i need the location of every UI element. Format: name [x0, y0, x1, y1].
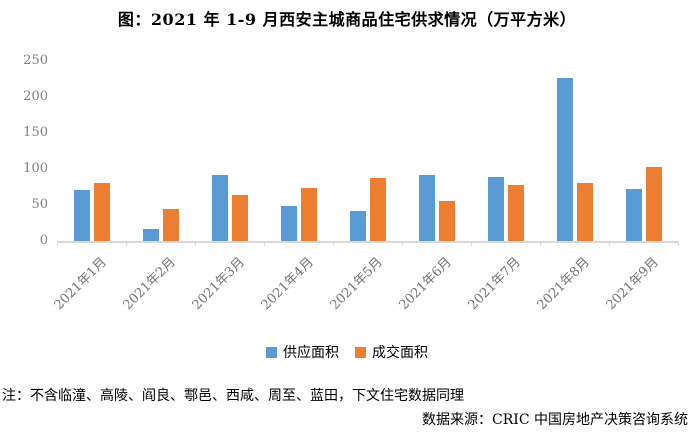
bar-deal-month-6	[438, 200, 455, 241]
bar-deal-month-1	[93, 183, 110, 241]
bar-supply-month-5	[349, 211, 366, 241]
plot-area	[57, 61, 678, 243]
x-label-month-3: 2021年3月	[189, 254, 248, 314]
bar-supply-month-9	[625, 189, 642, 241]
chart-title: 图：2021 年 1-9 月西安主城商品住宅供求情况（万平方米）	[117, 10, 577, 29]
x-axis-tick	[470, 242, 472, 246]
x-axis-tick	[263, 242, 265, 246]
x-axis-tick	[332, 242, 334, 246]
x-label-month-1: 2021年1月	[51, 254, 110, 314]
bar-deal-month-7	[507, 184, 524, 241]
legend-swatch-icon	[355, 346, 366, 358]
legend-swatch-icon	[266, 346, 277, 358]
x-axis-tick	[56, 242, 58, 246]
bar-deal-month-8	[576, 182, 593, 241]
y-tick-label-250: 250	[23, 53, 48, 68]
data-source: 数据来源：CRIC 中国房地产决策咨询系统	[422, 412, 688, 428]
bar-supply-month-8	[556, 78, 573, 241]
y-tick-label-200: 200	[23, 89, 48, 104]
bar-supply-month-7	[487, 176, 504, 241]
x-axis-tick	[194, 242, 196, 246]
x-label-month-4: 2021年4月	[258, 254, 317, 314]
x-axis-tick	[677, 242, 679, 246]
legend-item-deal: 成交面积	[355, 342, 428, 362]
y-tick-label-0: 0	[39, 233, 48, 248]
legend-label: 供应面积	[283, 345, 339, 361]
y-tick-label-150: 150	[23, 125, 48, 140]
footnote: 注：不含临潼、高陵、阎良、鄠邑、西咸、周至、蓝田，下文住宅数据同理	[2, 388, 464, 404]
bar-supply-month-1	[73, 189, 90, 241]
bar-supply-month-4	[280, 205, 297, 241]
bar-supply-month-6	[418, 174, 435, 241]
x-axis-tick	[125, 242, 127, 246]
bar-deal-month-5	[369, 178, 386, 241]
x-label-month-9: 2021年9月	[603, 254, 662, 314]
x-axis-tick	[539, 242, 541, 246]
x-label-month-8: 2021年8月	[534, 254, 593, 314]
legend: 供应面积 成交面积	[0, 342, 694, 362]
bar-supply-month-2	[142, 229, 159, 241]
bar-deal-month-3	[231, 194, 248, 241]
bar-chart: 0 50 100 150 200 250 2021年1月 2021年2月 2021年3月 202…	[23, 53, 679, 314]
x-label-month-2: 2021年2月	[120, 254, 179, 314]
legend-label: 成交面积	[372, 345, 428, 361]
x-label-month-5: 2021年5月	[327, 254, 386, 314]
x-axis-tick	[608, 242, 610, 246]
x-label-month-6: 2021年6月	[396, 254, 455, 314]
y-tick-label-50: 50	[31, 197, 48, 212]
bar-deal-month-2	[162, 209, 179, 241]
y-tick-label-100: 100	[23, 161, 48, 176]
legend-item-supply: 供应面积	[266, 342, 339, 362]
bar-deal-month-4	[300, 188, 317, 241]
x-axis-tick	[401, 242, 403, 246]
bar-supply-month-3	[211, 175, 228, 241]
bar-deal-month-9	[645, 166, 662, 241]
x-label-month-7: 2021年7月	[465, 254, 524, 314]
